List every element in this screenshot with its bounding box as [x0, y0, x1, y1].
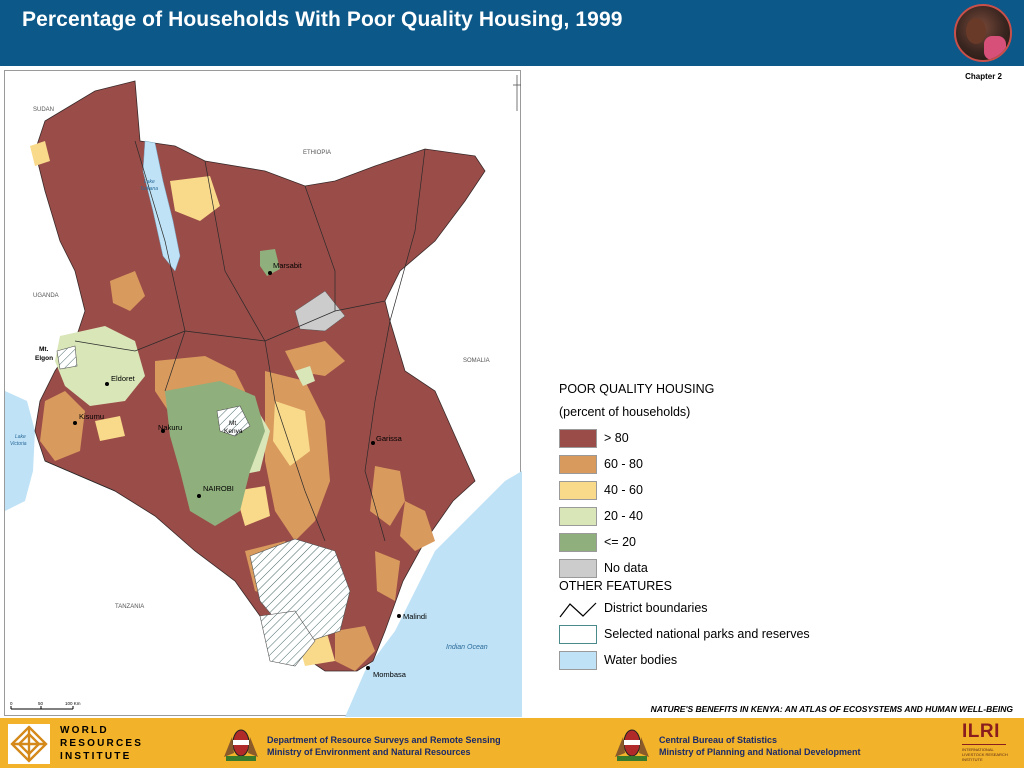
legend-label: <= 20 — [604, 535, 636, 549]
country-label-tanzania: TANZANIA — [115, 604, 144, 610]
ilri-logo: ILRI INTERNATIONAL LIVESTOCK RESEARCH IN… — [962, 721, 1008, 762]
scale-bar: 0 50 100 Km — [10, 701, 81, 710]
town-nakuru: Nakuru — [158, 423, 182, 432]
country-label-uganda: UGANDA — [33, 293, 59, 299]
town-eldoret: Eldoret — [111, 374, 136, 383]
legend-item: 60 - 80 — [559, 451, 714, 477]
indian-ocean-label: Indian Ocean — [446, 644, 488, 651]
legend-item: No data — [559, 555, 714, 581]
legend-label: > 80 — [604, 431, 629, 445]
legend-swatch — [559, 429, 597, 448]
mt-kenya-label-1: Mt. — [229, 420, 238, 427]
town-kisumu: Kisumu — [79, 412, 104, 421]
wri-name: WORLD RESOURCES INSTITUTE — [60, 725, 144, 762]
footer-bar: WORLD RESOURCES INSTITUTE Department of … — [0, 718, 1024, 768]
park-mt-kenya — [216, 405, 251, 437]
town-garissa: Garissa — [376, 434, 403, 443]
legend-item-parks: Selected national parks and reserves — [559, 621, 810, 647]
north-arrow — [513, 75, 521, 111]
legend-label: No data — [604, 561, 648, 575]
town-markers: Marsabit Eldoret Kisumu Nakuru NAIROBI G… — [73, 261, 427, 679]
children-photo — [954, 4, 1012, 62]
legend-swatch — [559, 651, 597, 670]
mt-elgon-label-2: Elgon — [35, 355, 53, 362]
legend-title: POOR QUALITY HOUSING — [559, 382, 715, 396]
lake-victoria — [5, 391, 35, 511]
legend-label: Selected national parks and reserves — [604, 627, 810, 641]
scale-tick-50: 50 — [38, 701, 44, 706]
scale-tick-100: 100 Km — [65, 701, 81, 706]
kenya-map: SUDAN ETHIOPIA UGANDA SOMALIA TANZANIA M… — [5, 75, 522, 717]
legend-swatch — [559, 507, 597, 526]
legend-swatch — [559, 455, 597, 474]
town-nairobi: NAIROBI — [203, 484, 234, 493]
legend-item: <= 20 — [559, 529, 714, 555]
map-frame: SUDAN ETHIOPIA UGANDA SOMALIA TANZANIA M… — [4, 70, 522, 717]
legend-subtitle: (percent of households) — [559, 405, 691, 419]
legend-item-district-boundaries: District boundaries — [559, 595, 714, 621]
lake-turkana-label-2: Turkana — [140, 186, 158, 192]
legend-label: 20 - 40 — [604, 509, 643, 523]
park-elgon — [56, 345, 78, 370]
legend-label: 60 - 80 — [604, 457, 643, 471]
kenya-outline — [34, 80, 486, 672]
kenya-coat-of-arms-icon — [615, 729, 649, 761]
legend-swatch — [559, 559, 597, 578]
lake-turkana — [142, 140, 181, 272]
page-title: Percentage of Households With Poor Quali… — [22, 8, 623, 31]
town-mombasa: Mombasa — [373, 670, 407, 679]
mt-kenya-label-2: Kenya — [224, 428, 243, 435]
legend-other-title: OTHER FEATURES — [559, 579, 672, 593]
legend-label: 40 - 60 — [604, 483, 643, 497]
town-marsabit: Marsabit — [273, 261, 303, 270]
town-malindi: Malindi — [403, 612, 427, 621]
header-bar: Percentage of Households With Poor Quali… — [0, 0, 1024, 66]
legend-item-water: Water bodies — [559, 647, 714, 673]
dept-drsrs: Department of Resource Surveys and Remot… — [267, 735, 501, 757]
mt-elgon-label-1: Mt. — [39, 346, 49, 353]
park-tsavo-east — [259, 610, 316, 667]
lake-victoria-label-1: Lake — [15, 434, 26, 440]
legend-label: District boundaries — [604, 601, 708, 615]
chapter-label: Chapter 2 — [965, 72, 1002, 81]
legend-label: Water bodies — [604, 653, 678, 667]
lake-victoria-label-2: Victoria — [10, 441, 27, 447]
indian-ocean — [345, 471, 522, 717]
wri-logo-icon — [8, 724, 50, 764]
map-legend: POOR QUALITY HOUSING (percent of househo… — [559, 380, 810, 673]
legend-swatch — [559, 625, 597, 644]
kenya-coat-of-arms-icon — [224, 729, 258, 761]
scale-tick-0: 0 — [10, 701, 13, 706]
dept-cbs: Central Bureau of Statistics Ministry of… — [659, 735, 861, 757]
legend-swatch — [559, 533, 597, 552]
country-label-ethiopia: ETHIOPIA — [303, 150, 331, 156]
country-label-somalia: SOMALIA — [463, 358, 490, 364]
country-label-sudan: SUDAN — [33, 107, 54, 113]
book-title: NATURE'S BENEFITS IN KENYA: AN ATLAS OF … — [650, 704, 1013, 714]
lake-turkana-label-1: Lake — [144, 179, 155, 185]
legend-swatch — [559, 481, 597, 500]
legend-item: 20 - 40 — [559, 503, 714, 529]
district-boundary-icon — [559, 602, 597, 618]
legend-item: 40 - 60 — [559, 477, 714, 503]
legend-item: > 80 — [559, 425, 714, 451]
